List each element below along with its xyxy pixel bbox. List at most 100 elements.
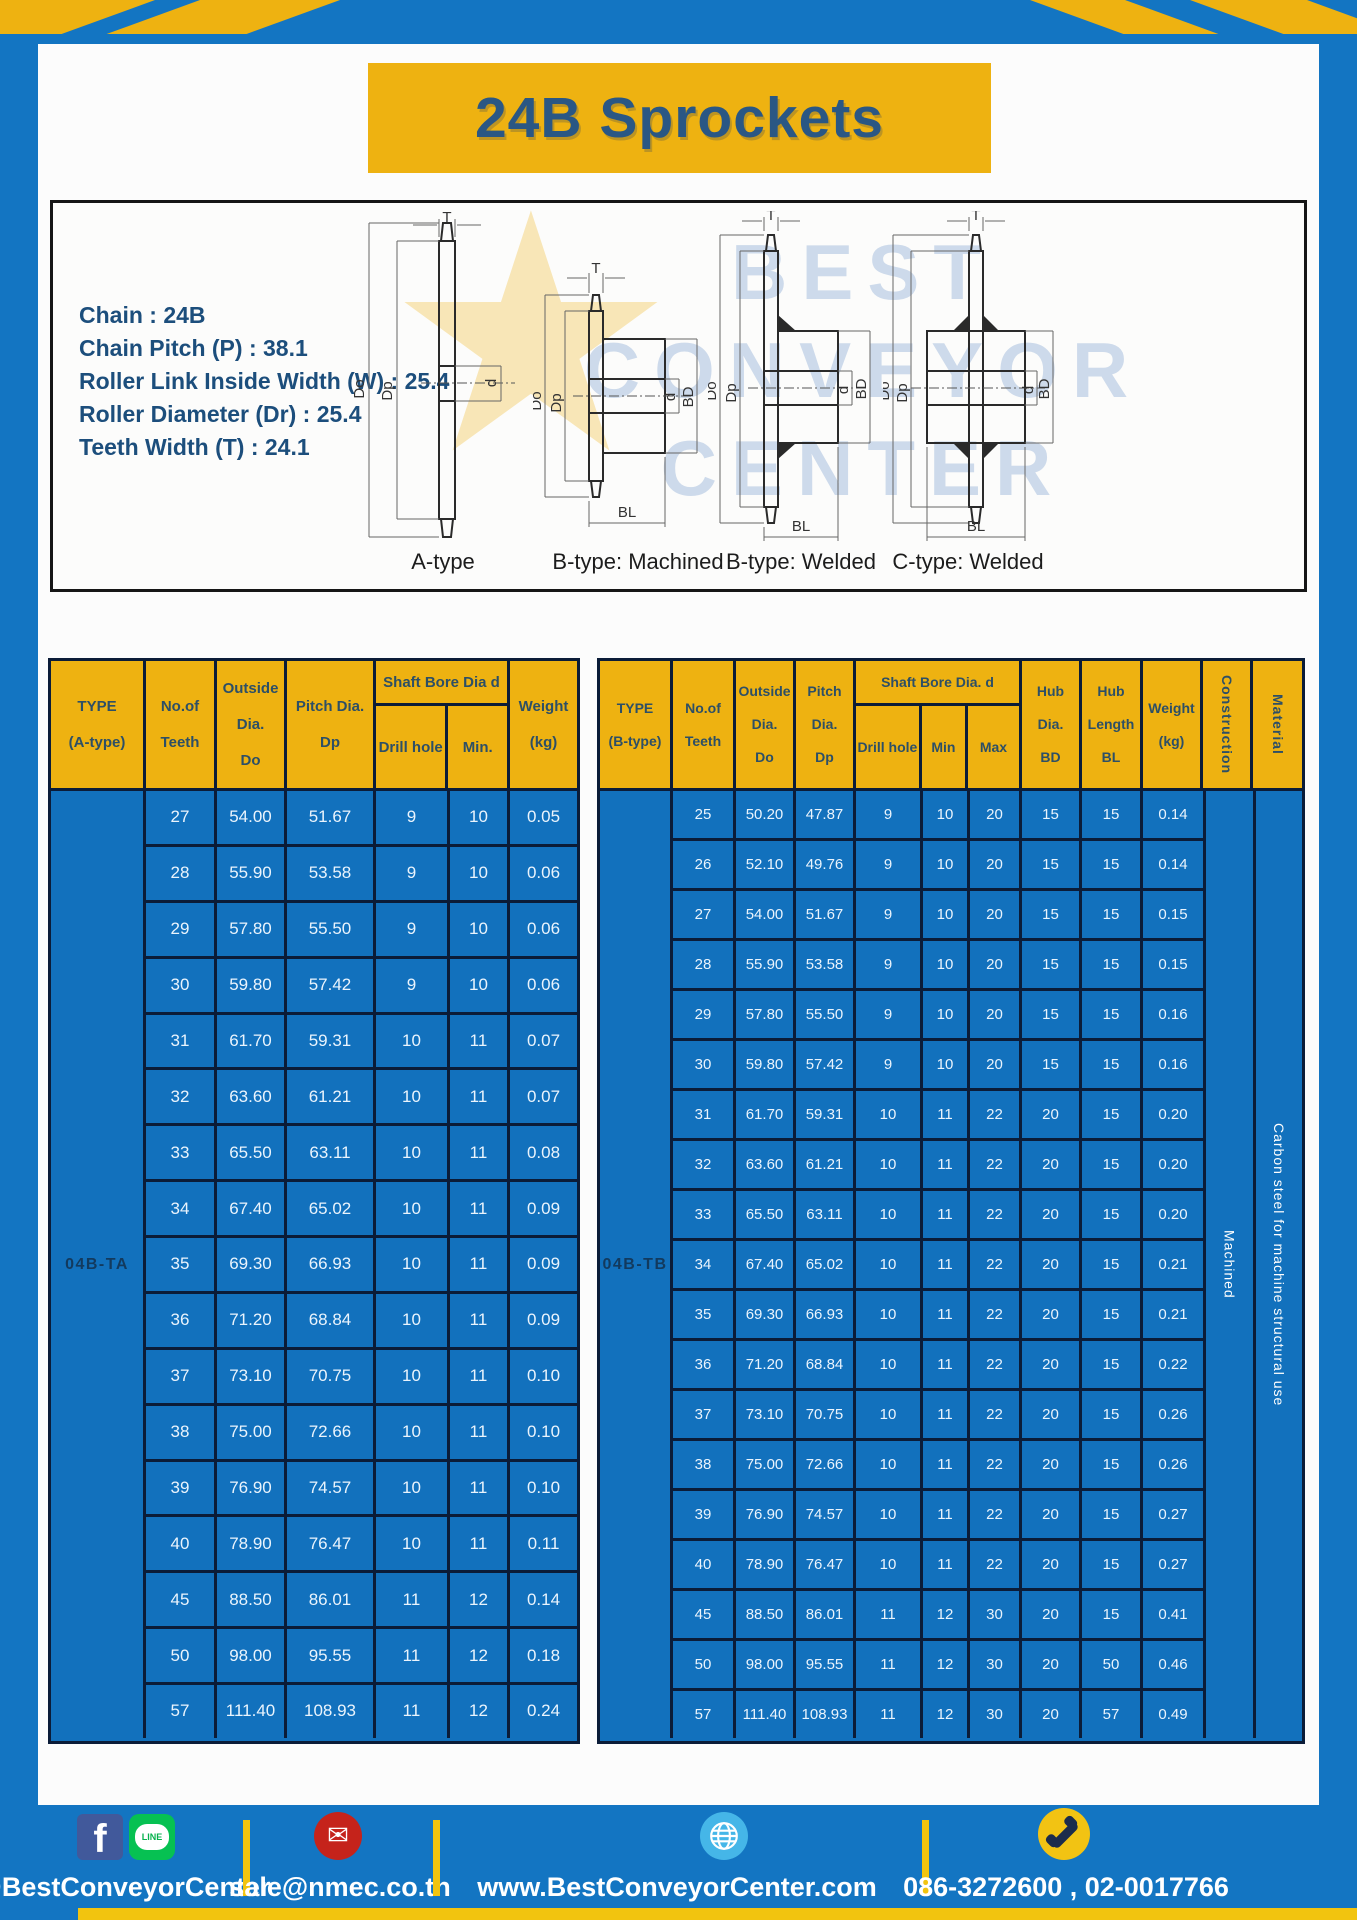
table-cell: 10 <box>376 1014 450 1068</box>
table-cell: 9 <box>856 941 923 988</box>
table-cell: 20 <box>1022 1141 1082 1188</box>
table-cell: 10 <box>923 991 970 1038</box>
table-cell: 95.55 <box>796 1641 856 1688</box>
table-cell: 10 <box>856 1241 923 1288</box>
table-cell: 20 <box>970 941 1022 988</box>
table-cell: 26 <box>673 841 736 888</box>
table-cell: 76.47 <box>287 1517 376 1571</box>
dim-label-t: T <box>766 211 775 224</box>
table-cell: 29 <box>673 991 736 1038</box>
email-icon: ✉ <box>314 1812 362 1860</box>
table-cell: 22 <box>970 1341 1022 1388</box>
table-cell: 15 <box>1082 1541 1143 1588</box>
table-cell: 20 <box>1022 1541 1082 1588</box>
table-cell: 57.42 <box>287 958 376 1012</box>
table-cell: 11 <box>450 1126 510 1180</box>
table-row: 36 71.20 68.84 10 11 22 20 15 0.22 <box>673 1341 1203 1391</box>
table-cell: 0.24 <box>526 1701 561 1721</box>
spec-line-pitch: Chain Pitch (P) : 38.1 <box>79 335 308 361</box>
table-cell: 53.58 <box>287 846 376 900</box>
table-cell: 55.90 <box>217 846 287 900</box>
table-cell: 65.50 <box>217 1126 287 1180</box>
dim-label-t: T <box>971 211 980 224</box>
table-cell: 22 <box>970 1091 1022 1138</box>
table-row: 35 69.30 66.93 10 11 22 20 15 0.21 <box>673 1291 1203 1341</box>
table-cell: 67.40 <box>736 1241 796 1288</box>
table-cell: 51.67 <box>287 791 376 844</box>
table-cell: 0.27 <box>1158 1556 1188 1573</box>
table-cell: 0.27 <box>1158 1506 1188 1523</box>
table-cell: 10 <box>923 891 970 938</box>
table-cell: 11 <box>856 1691 923 1738</box>
table-cell: 0.15 <box>1158 956 1188 973</box>
table-cell: 22 <box>970 1191 1022 1238</box>
table-cell: 0.16 <box>1158 1056 1188 1073</box>
table-cell: 35 <box>146 1238 217 1291</box>
hazard-stripe <box>1190 0 1357 34</box>
table-cell: 22 <box>970 1141 1022 1188</box>
table-cell: 40 <box>673 1541 736 1588</box>
table-cell: 11 <box>923 1141 970 1188</box>
table-cell: 0.10 <box>526 1366 561 1386</box>
table-cell: 20 <box>1022 1491 1082 1538</box>
table-cell: 35 <box>673 1291 736 1338</box>
table-cell: 36 <box>673 1341 736 1388</box>
table-cell: 10 <box>376 1182 450 1235</box>
table-cell: 57 <box>146 1685 217 1738</box>
table-cell: 55.50 <box>796 991 856 1038</box>
table-cell: 69.30 <box>217 1238 287 1291</box>
table-cell: 75.00 <box>736 1441 796 1488</box>
table-cell: 61.70 <box>217 1014 287 1068</box>
table-cell: 15 <box>1022 941 1082 988</box>
table-cell: 63.11 <box>287 1126 376 1180</box>
diagram-b-type-welded: T Do Dp d BD BL <box>708 211 871 541</box>
phone-icon <box>1038 1808 1090 1860</box>
table-cell: 20 <box>970 841 1022 888</box>
col-header-drill-hole: Drill hole <box>376 706 449 788</box>
footer-email: sale@nmec.co.th <box>229 1872 451 1902</box>
footer-phone-numbers: 086-3272600 , 02-0017766 <box>903 1872 1229 1902</box>
table-cell: 22 <box>970 1241 1022 1288</box>
spec-line-teeth: Teeth Width (T) : 24.1 <box>79 434 310 460</box>
dim-label-dp: Dp <box>723 383 740 402</box>
construction-value-cell: Machined <box>1203 791 1253 1738</box>
table-cell: 0.15 <box>1158 906 1188 923</box>
table-cell: 0.07 <box>526 1086 561 1106</box>
table-cell: 0.07 <box>526 1030 561 1050</box>
table-cell: 15 <box>1082 1391 1143 1438</box>
table-row: 30 59.80 57.42 9 10 20 15 15 0.16 <box>673 1041 1203 1091</box>
table-cell: 0.20 <box>1158 1156 1188 1173</box>
watermark-text: BEST CONVEYOR CENTER <box>583 228 1143 512</box>
diagram-caption-b-machined: B-type: Machined <box>552 549 724 574</box>
table-cell: 30 <box>146 958 217 1012</box>
table-row: 38 75.00 72.66 10 11 22 20 15 0.26 <box>673 1441 1203 1491</box>
table-cell: 0.10 <box>526 1477 561 1497</box>
table-cell: 0.22 <box>1158 1356 1188 1373</box>
table-cell: 20 <box>970 791 1022 838</box>
table-b-type: TYPE (B-type) No.of Teeth Outside Dia. D… <box>597 658 1305 1744</box>
table-cell: 98.00 <box>736 1641 796 1688</box>
table-cell: 40 <box>146 1517 217 1571</box>
table-row: 45 88.50 86.01 11 12 0.14 <box>146 1573 577 1630</box>
table-cell: 86.01 <box>287 1573 376 1627</box>
table-cell: 111.40 <box>217 1685 287 1738</box>
table-cell: 10 <box>450 958 510 1012</box>
footer-social-handle: @BestConveyorCenter <box>0 1872 271 1902</box>
table-cell: 10 <box>376 1126 450 1180</box>
table-cell: 20 <box>1022 1091 1082 1138</box>
table-cell: 88.50 <box>736 1591 796 1638</box>
table-row: 31 61.70 59.31 10 11 0.07 <box>146 1014 577 1071</box>
table-cell: 30 <box>970 1591 1022 1638</box>
table-cell: 55.90 <box>736 941 796 988</box>
table-row: 45 88.50 86.01 11 12 30 20 15 0.41 <box>673 1591 1203 1641</box>
hazard-stripe <box>1030 0 1219 34</box>
diagram-caption-a: A-type <box>411 549 475 574</box>
line-app-icon: LINE <box>129 1814 175 1860</box>
diagram-caption-c-welded: C-type: Welded <box>892 549 1044 574</box>
table-cell: 15 <box>1022 841 1082 888</box>
top-hazard-bar <box>0 0 1357 44</box>
col-header-material: Material <box>1270 694 1286 755</box>
table-cell: 15 <box>1082 991 1143 1038</box>
table-cell: 10 <box>856 1291 923 1338</box>
table-cell: 15 <box>1022 791 1082 838</box>
